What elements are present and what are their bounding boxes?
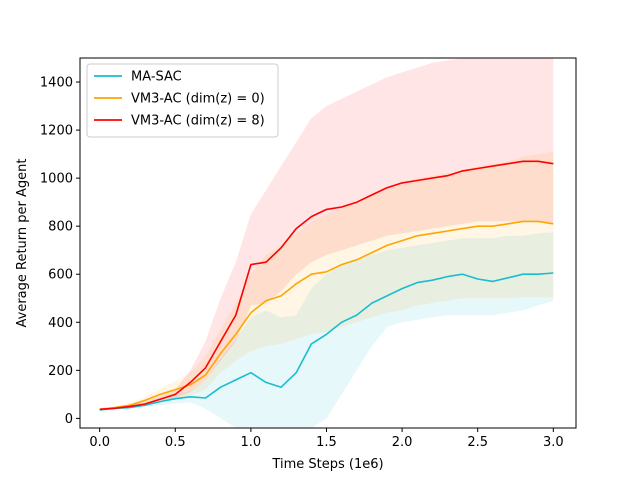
x-tick-label: 2.5	[467, 435, 488, 450]
y-tick-label: 200	[48, 364, 73, 379]
series-line-ma-sac	[99, 272, 554, 411]
x-tick-label: 3.0	[543, 435, 564, 450]
x-tick-label: 2.0	[392, 435, 413, 450]
series-line-vm3-ac-dim-z-8	[99, 160, 554, 411]
plot-frame	[79, 57, 577, 429]
y-tick-label: 0	[65, 412, 73, 427]
legend-label-vm3-ac-dim-z-0: VM3-AC (dim(z) = 0)	[131, 92, 265, 107]
x-tick-label: 0.0	[89, 435, 110, 450]
band-vm3-ac-dim-z-8	[99, 58, 554, 410]
x-tick-label: 1.5	[316, 435, 337, 450]
y-tick-label: 1000	[40, 172, 73, 187]
band-ma-sac	[99, 232, 554, 428]
band-vm3-ac-dim-z-0	[99, 151, 554, 410]
x-axis-ticks: 0.0 0.5 1.0 1.5 2.0 2.5 3.0	[89, 428, 564, 450]
confidence-bands	[99, 58, 554, 428]
x-axis-label: Time Steps (1e6)	[271, 457, 383, 472]
legend-label-vm3-ac-dim-z-8: VM3-AC (dim(z) = 8)	[131, 114, 265, 129]
x-tick-label: 0.5	[165, 435, 186, 450]
legend: MA-SAC VM3-AC (dim(z) = 0) VM3-AC (dim(z) …	[86, 63, 279, 138]
series-line-vm3-ac-dim-z-0	[99, 220, 554, 411]
y-tick-label: 400	[48, 316, 73, 331]
y-tick-label: 800	[48, 220, 73, 235]
x-tick-label: 1.0	[241, 435, 262, 450]
y-tick-label: 1400	[40, 76, 73, 91]
y-tick-label: 600	[48, 268, 73, 283]
y-tick-label: 1200	[40, 124, 73, 139]
y-axis-ticks: 0 200 400 600 800 1000 1200 1400	[40, 76, 80, 427]
series-lines	[99, 160, 554, 411]
legend-box	[86, 63, 279, 138]
y-axis-label: Average Return per Agent	[15, 159, 30, 328]
legend-label-ma-sac: MA-SAC	[131, 70, 182, 85]
